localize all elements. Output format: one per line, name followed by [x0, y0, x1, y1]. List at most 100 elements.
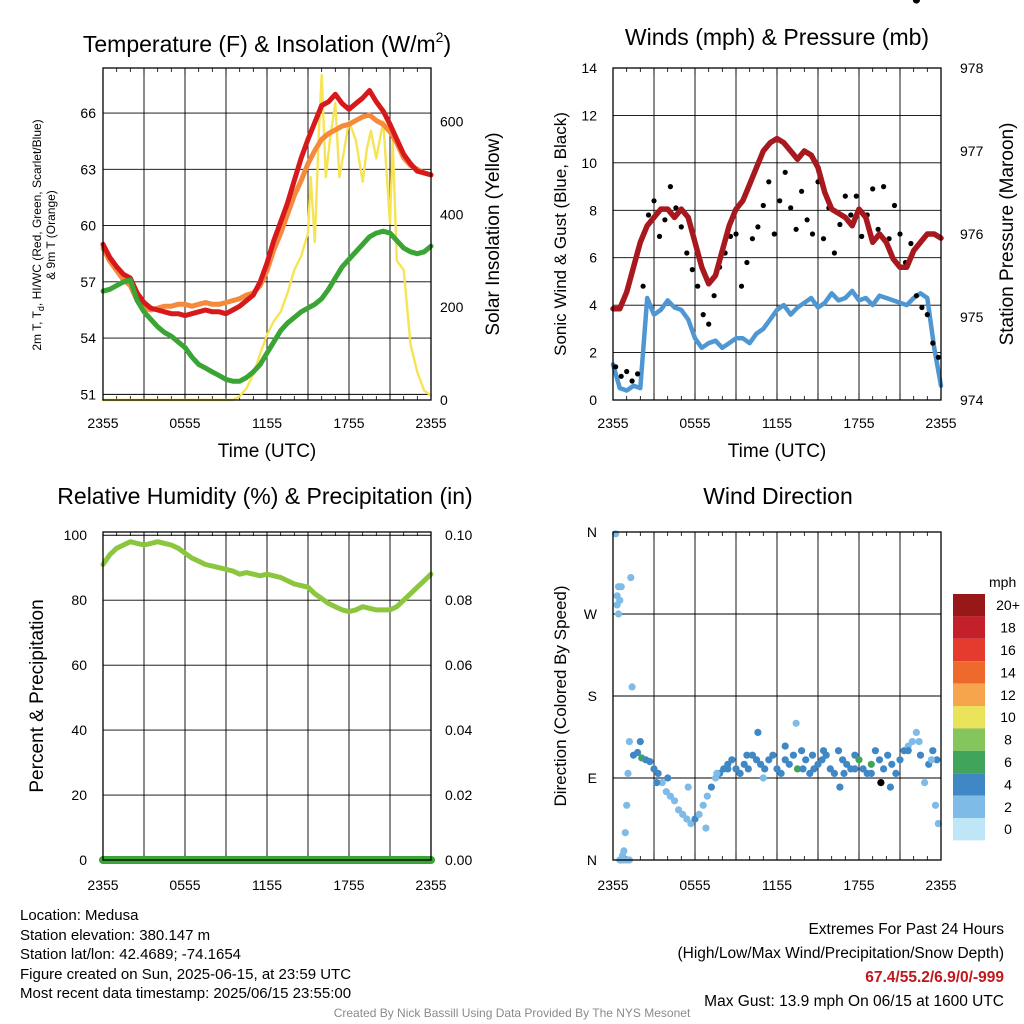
y-axis-label-left-text: Sonic Wind & Gust (Blue, Black) — [551, 112, 570, 356]
direction-point — [614, 610, 623, 618]
direction-point — [793, 765, 802, 773]
direction-point — [687, 820, 695, 828]
gust-point — [875, 226, 881, 232]
legend-label: 14 — [1000, 664, 1016, 680]
y-right-tick-label: 0.08 — [445, 592, 472, 608]
series-line-2 — [100, 228, 434, 384]
direction-point — [792, 719, 800, 727]
gust-point — [799, 188, 805, 194]
direction-point — [736, 769, 744, 778]
direction-point — [880, 765, 888, 773]
y-tick-label: 4 — [589, 297, 597, 313]
y-right-tick-label: 400 — [440, 206, 464, 222]
y-tick-label: 63 — [80, 161, 96, 177]
gust-point — [645, 212, 652, 218]
direction-point — [703, 792, 711, 800]
y-right-tick-label: 977 — [960, 143, 984, 159]
y-tick-label: 20 — [71, 787, 87, 803]
direction-point — [769, 751, 777, 759]
x-tick-label: 1755 — [843, 415, 874, 431]
direction-point — [789, 751, 798, 759]
gust-point — [640, 283, 646, 289]
direction-point — [840, 769, 848, 778]
direction-point — [625, 738, 634, 746]
y-tick-label: N — [587, 852, 597, 868]
legend-swatch — [953, 683, 985, 706]
gust-point — [881, 184, 887, 190]
y-right-tick-label: 0.06 — [445, 657, 472, 673]
y-right-tick-label: 200 — [440, 299, 464, 315]
y-label-part: , HI/WC (Red, Green, Scarlet/Blue) — [30, 119, 44, 306]
gust-point — [853, 193, 859, 199]
gust-point — [651, 198, 657, 204]
y-axis-label-left: 2m T, Td, HI/WC (Red, Green, Scarlet/Blu… — [30, 119, 58, 350]
extremes-title: Extremes For Past 24 Hours — [808, 921, 1004, 938]
direction-point — [843, 760, 851, 768]
y-axis-label-line2: & 9m T (Orange) — [44, 190, 58, 280]
legend-label: 6 — [1004, 754, 1012, 770]
station-location: Location: Medusa — [20, 907, 139, 924]
y-right-tick-label: 0 — [440, 392, 448, 408]
x-tick-label: 1155 — [762, 877, 792, 893]
y-tick-label: 60 — [71, 657, 87, 673]
legend-label: 10 — [1000, 709, 1016, 725]
direction-point — [634, 748, 642, 757]
y-right-tick-label: 978 — [960, 60, 984, 76]
station-info: Location: Medusa Station elevation: 380.… — [20, 906, 351, 1004]
gust-point — [656, 233, 663, 239]
x-tick-label: 1755 — [843, 877, 874, 893]
chart-title-sup: 2 — [436, 29, 444, 45]
direction-point — [740, 760, 748, 768]
direction-point — [759, 774, 767, 782]
panel-1: 0 2 4 6 8 10 12 14 974 975 976 977 978 Winds (mph) & … — [551, 24, 1018, 462]
gust-point — [908, 240, 914, 247]
x-tick-label: 2355 — [925, 415, 956, 431]
gust-point — [673, 205, 679, 211]
y-right-tick-label: 0.10 — [445, 527, 472, 543]
x-tick-label: 2355 — [87, 877, 118, 893]
direction-point — [886, 783, 895, 791]
x-tick-label: 0555 — [169, 877, 200, 893]
gust-point — [891, 202, 898, 209]
x-tick-label: 0555 — [679, 877, 710, 893]
plot-border — [102, 531, 432, 861]
direction-point — [802, 756, 810, 764]
x-tick-label: 2355 — [415, 877, 446, 893]
gust-point — [689, 267, 695, 273]
y-tick-label: E — [588, 770, 597, 786]
gust-point — [711, 293, 717, 299]
series-line-pressure — [610, 135, 944, 312]
extremes-values: 67.4/55.2/6.9/0/-999 — [865, 969, 1004, 986]
x-tick-label: 1155 — [252, 415, 282, 431]
y-tick-label: 2 — [589, 345, 597, 361]
gust-point — [913, 293, 920, 299]
panel-2: 0 20 40 60 80 100 0.00 0.02 0.04 0.06 0.08 0.10 Rela… — [27, 483, 473, 893]
extremes-panel: Extremes For Past 24 Hours (High/Low/Max… — [678, 918, 1005, 1014]
gust-point — [837, 221, 843, 228]
direction-point — [875, 756, 884, 764]
legend-swatch — [953, 594, 985, 617]
x-tick-label: 1155 — [762, 415, 792, 431]
x-tick-label: 2355 — [415, 415, 446, 431]
direction-point — [934, 820, 942, 828]
direction-point — [931, 801, 940, 809]
direction-point — [810, 765, 818, 773]
x-axis-label: Time (UTC) — [728, 441, 827, 462]
legend-label: 18 — [1000, 620, 1016, 636]
direction-point — [627, 574, 635, 582]
x-axis-label: Time (UTC) — [218, 441, 317, 462]
panel-3: N E S W N Wind Direction 2355 0555 1155 1755 2355 D… — [551, 0, 1020, 893]
direction-point — [728, 756, 736, 764]
gust-point — [788, 205, 794, 211]
direction-point — [664, 774, 672, 782]
direction-point — [785, 760, 793, 768]
y-right-tick-label: 976 — [960, 226, 984, 242]
gust-point — [624, 368, 630, 375]
plot-border — [102, 67, 432, 401]
latest-data-timestamp: Most recent data timestamp: 2025/06/15 2… — [20, 985, 352, 1002]
direction-point — [798, 747, 806, 755]
x-tick-label: 2355 — [597, 415, 628, 431]
gust-point — [897, 231, 903, 237]
gust-point — [930, 340, 936, 346]
direction-point — [808, 751, 817, 759]
